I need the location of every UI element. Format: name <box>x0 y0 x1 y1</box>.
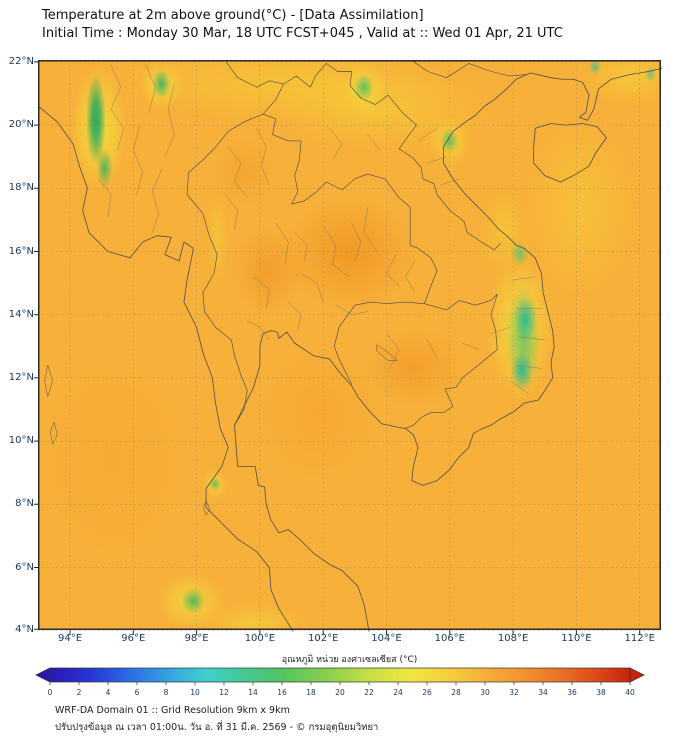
x-axis-tick: 106°E <box>434 633 465 644</box>
map-title: Temperature at 2m above ground(°C) - [Da… <box>42 8 424 23</box>
y-axis-tick: 10°N <box>8 435 34 447</box>
x-axis-tick: 98°E <box>184 633 209 644</box>
x-axis-tick: 100°E <box>244 633 276 644</box>
temperature-field <box>38 60 661 630</box>
y-axis-tick: 18°N <box>8 182 34 194</box>
y-axis-tick: 8°N <box>15 498 34 510</box>
y-axis-tick: 4°N <box>15 623 34 635</box>
colorbar-tick-label: 28 <box>451 688 461 697</box>
graticule <box>37 59 663 631</box>
colorbar-tick-label: 38 <box>596 688 606 697</box>
colorbar-tick-label: 2 <box>77 688 82 697</box>
y-axis-tick: 20°N <box>8 119 34 131</box>
province-borders <box>98 64 545 394</box>
map-overlay <box>34 59 663 635</box>
colorbar-tick-label: 22 <box>364 688 374 697</box>
colorbar-tick-label: 14 <box>248 688 258 697</box>
x-axis-tick: 102°E <box>307 633 339 644</box>
y-axis-tick: 16°N <box>8 245 34 257</box>
colorbar-tick-label: 8 <box>164 688 169 697</box>
map-plot: 22°N 20°N 18°N 16°N 14°N 12°N 10°N 8°N 6… <box>9 56 663 644</box>
colorbar-tick-label: 20 <box>335 688 345 697</box>
colorbar-tick-label: 30 <box>480 688 490 697</box>
colorbar-tick-label: 12 <box>219 688 229 697</box>
colorbar-label: อุณหภูมิ หน่วย องศาเซลเซียส (°C) <box>281 655 418 665</box>
x-axis-tick: 94°E <box>57 633 83 644</box>
country-borders <box>186 59 527 429</box>
coastline <box>37 67 663 632</box>
colorbar-tick-label: 16 <box>277 688 287 697</box>
colorbar-tick-label: 40 <box>625 688 635 697</box>
y-axis-tick: 12°N <box>8 371 34 383</box>
colorbar-tick-label: 32 <box>509 688 519 697</box>
x-axis-tick: 112°E <box>624 633 655 644</box>
footer-domain-info: WRF-DA Domain 01 :: Grid Resolution 9km … <box>55 705 290 716</box>
colorbar-tick-label: 24 <box>393 688 403 697</box>
colorbar-tick-label: 26 <box>422 688 432 697</box>
colorbar-tick-label: 10 <box>190 688 200 697</box>
colorbar-tick-label: 4 <box>106 688 111 697</box>
y-axis-tick: 22°N <box>8 56 34 67</box>
y-axis-tick: 14°N <box>8 308 34 320</box>
x-axis-tick: 110°E <box>561 633 592 644</box>
y-axis-tick: 6°N <box>15 561 34 573</box>
axis-ticks <box>34 61 641 635</box>
x-axis-tick: 108°E <box>497 633 529 644</box>
plot-frame <box>38 60 661 630</box>
colorbar-tick-label: 0 <box>48 688 53 697</box>
colorbar-tick-label: 34 <box>538 688 548 697</box>
x-axis-tick: 104°E <box>371 633 402 644</box>
islands-and-lakes <box>44 344 398 516</box>
colorbar-ticks <box>49 682 631 685</box>
colorbar-tick-label: 6 <box>135 688 140 697</box>
colorbar-right-arrow <box>629 667 645 683</box>
footer-update-info: ปรับปรุงข้อมูล ณ เวลา 01:00น. วัน อ. ที่… <box>55 722 379 733</box>
map-subtitle: Initial Time : Monday 30 Mar, 18 UTC FCS… <box>42 26 563 41</box>
colorbar-gradient-bar <box>49 667 631 683</box>
colorbar-left-arrow <box>35 667 51 683</box>
x-axis-tick: 96°E <box>121 633 146 644</box>
colorbar-tick-label: 18 <box>306 688 316 697</box>
colorbar: 0 2 4 6 8 10 12 14 16 18 20 22 24 26 28 … <box>35 667 645 697</box>
colorbar-tick-label: 36 <box>567 688 577 697</box>
